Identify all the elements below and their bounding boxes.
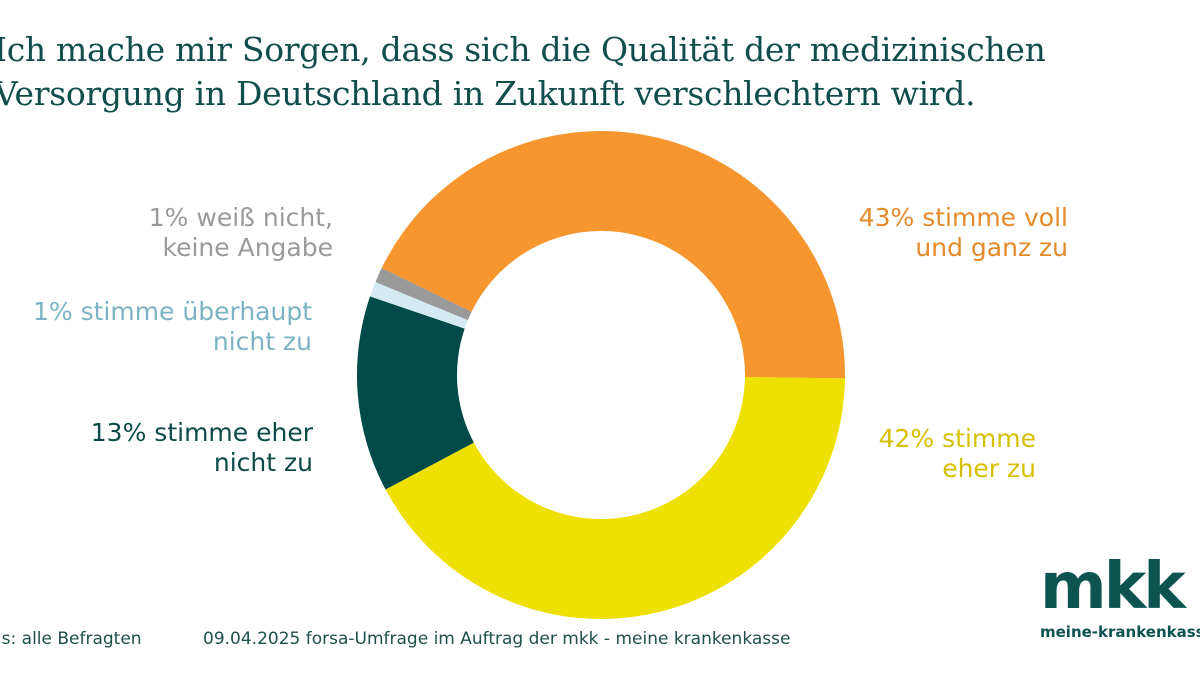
slice-label-rather-agree: 42% stimme eher zu [879,424,1036,484]
footer-basis: Basis: alle Befragten [0,629,142,649]
slice-dont-know [375,268,472,321]
label-line: eher zu [942,454,1036,483]
label-line: keine Angabe [162,233,333,262]
label-line: 1% weiß nicht, [148,203,333,232]
slice-label-dont-know: 1% weiß nicht, keine Angabe [149,203,333,263]
label-line: 42% stimme [878,424,1036,453]
slice-rather-agree [385,377,845,619]
label-line: nicht zu [213,448,313,477]
label-line: und ganz zu [915,233,1068,262]
slice-label-rather-disagree: 13% stimme eher nicht zu [91,418,313,478]
title-line-1: Ich mache mir Sorgen, dass sich die Qual… [0,30,1046,69]
slice-fully-agree [381,131,845,379]
footer-source: 09.04.2025 forsa-Umfrage im Auftrag der … [203,629,791,649]
slice-label-strongly-disagree: 1% stimme überhaupt nicht zu [33,297,312,357]
label-line: nicht zu [212,327,312,356]
slice-rather-disagree [357,296,474,490]
label-line: 1% stimme überhaupt [32,297,312,326]
logo-url: meine-krankenkasse.de [1040,623,1200,641]
slice-strongly-disagree [370,282,468,329]
label-line: 13% stimme eher [90,418,313,447]
slice-label-fully-agree: 43% stimme voll und ganz zu [859,203,1068,263]
mkk-logo: mkk meine-krankenkasse.de [1040,555,1200,641]
label-line: 43% stimme voll [858,203,1068,232]
chart-title: Ich mache mir Sorgen, dass sich die Qual… [0,28,1194,116]
title-line-2: Versorgung in Deutschland in Zukunft ver… [0,74,976,113]
logo-mark: mkk [1040,550,1186,624]
